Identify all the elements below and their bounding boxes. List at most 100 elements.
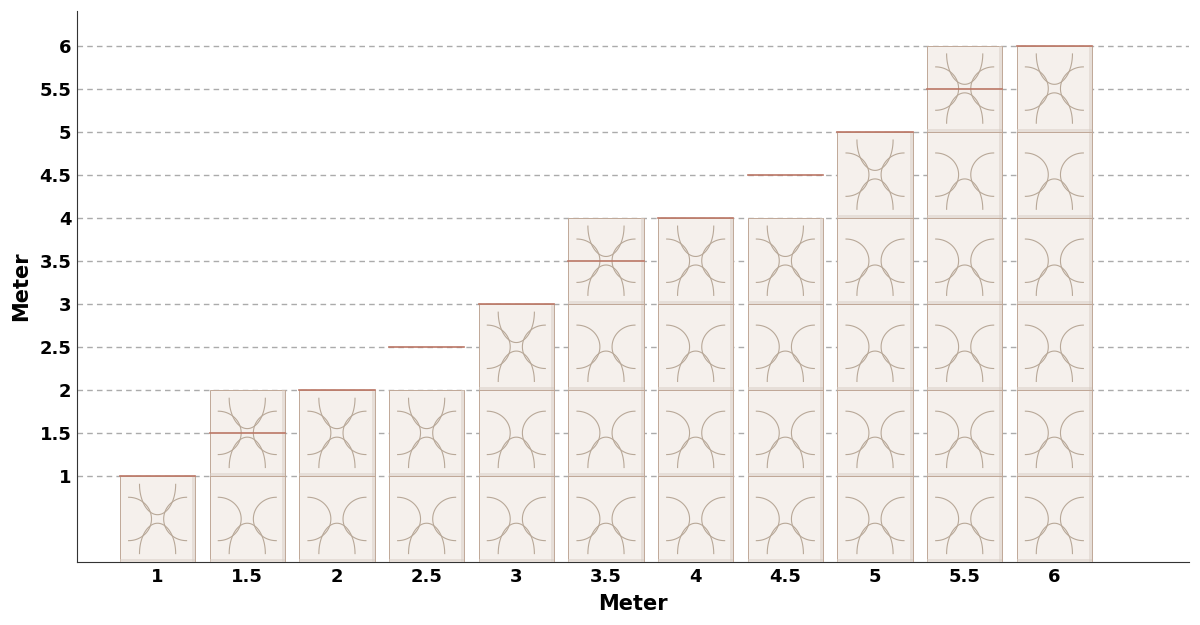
Bar: [299, 559, 374, 562]
FancyBboxPatch shape: [838, 390, 913, 476]
Bar: [1090, 132, 1092, 218]
Bar: [1016, 559, 1092, 562]
Bar: [748, 301, 823, 304]
FancyBboxPatch shape: [1016, 46, 1092, 132]
FancyBboxPatch shape: [748, 304, 823, 390]
Bar: [820, 390, 823, 476]
FancyBboxPatch shape: [838, 132, 913, 218]
Bar: [479, 388, 554, 390]
FancyBboxPatch shape: [479, 390, 554, 476]
Bar: [820, 217, 823, 304]
FancyBboxPatch shape: [928, 132, 1002, 218]
Bar: [928, 473, 1002, 476]
Bar: [1016, 473, 1092, 476]
FancyBboxPatch shape: [838, 476, 913, 562]
FancyBboxPatch shape: [928, 304, 1002, 390]
FancyBboxPatch shape: [299, 390, 374, 476]
Bar: [1016, 215, 1092, 217]
FancyBboxPatch shape: [569, 390, 643, 476]
Bar: [838, 473, 913, 476]
FancyBboxPatch shape: [210, 476, 284, 562]
Bar: [910, 390, 913, 476]
Bar: [658, 388, 733, 390]
FancyBboxPatch shape: [748, 476, 823, 562]
Bar: [1090, 304, 1092, 390]
FancyBboxPatch shape: [658, 304, 733, 390]
Bar: [748, 559, 823, 562]
Bar: [569, 388, 643, 390]
FancyBboxPatch shape: [748, 217, 823, 304]
Bar: [1000, 476, 1002, 562]
FancyBboxPatch shape: [389, 476, 464, 562]
Bar: [210, 559, 284, 562]
FancyBboxPatch shape: [569, 476, 643, 562]
FancyBboxPatch shape: [658, 476, 733, 562]
FancyBboxPatch shape: [658, 390, 733, 476]
Bar: [372, 476, 374, 562]
Bar: [1090, 46, 1092, 132]
Bar: [1000, 132, 1002, 218]
Bar: [479, 473, 554, 476]
Bar: [192, 476, 196, 562]
Bar: [389, 559, 464, 562]
Bar: [658, 559, 733, 562]
Bar: [1016, 301, 1092, 304]
Bar: [731, 390, 733, 476]
Bar: [731, 476, 733, 562]
Bar: [299, 473, 374, 476]
Bar: [372, 390, 374, 476]
Bar: [928, 559, 1002, 562]
FancyBboxPatch shape: [210, 390, 284, 476]
Bar: [641, 304, 643, 390]
Bar: [641, 390, 643, 476]
FancyBboxPatch shape: [928, 46, 1002, 132]
Bar: [1000, 390, 1002, 476]
Bar: [928, 388, 1002, 390]
FancyBboxPatch shape: [299, 476, 374, 562]
Bar: [569, 301, 643, 304]
Bar: [910, 304, 913, 390]
FancyBboxPatch shape: [1016, 390, 1092, 476]
Bar: [820, 476, 823, 562]
Bar: [389, 473, 464, 476]
Bar: [569, 473, 643, 476]
FancyBboxPatch shape: [658, 217, 733, 304]
FancyBboxPatch shape: [928, 217, 1002, 304]
Bar: [838, 559, 913, 562]
FancyBboxPatch shape: [569, 304, 643, 390]
Bar: [658, 301, 733, 304]
Bar: [641, 217, 643, 304]
Bar: [731, 304, 733, 390]
Bar: [1090, 217, 1092, 304]
Bar: [1000, 304, 1002, 390]
Bar: [658, 473, 733, 476]
Bar: [1090, 390, 1092, 476]
FancyBboxPatch shape: [120, 476, 196, 562]
Bar: [748, 473, 823, 476]
Bar: [748, 388, 823, 390]
FancyBboxPatch shape: [838, 217, 913, 304]
Bar: [838, 388, 913, 390]
FancyBboxPatch shape: [928, 476, 1002, 562]
FancyBboxPatch shape: [928, 390, 1002, 476]
Bar: [120, 559, 196, 562]
Bar: [1000, 217, 1002, 304]
Bar: [820, 304, 823, 390]
Bar: [1016, 388, 1092, 390]
FancyBboxPatch shape: [1016, 476, 1092, 562]
Bar: [569, 559, 643, 562]
Bar: [282, 390, 284, 476]
Bar: [551, 390, 554, 476]
Bar: [910, 217, 913, 304]
FancyBboxPatch shape: [389, 390, 464, 476]
FancyBboxPatch shape: [838, 304, 913, 390]
Bar: [1000, 46, 1002, 132]
FancyBboxPatch shape: [748, 390, 823, 476]
Bar: [928, 215, 1002, 217]
Bar: [910, 476, 913, 562]
Y-axis label: Meter: Meter: [11, 252, 31, 321]
X-axis label: Meter: Meter: [598, 594, 667, 614]
FancyBboxPatch shape: [479, 304, 554, 390]
FancyBboxPatch shape: [1016, 132, 1092, 218]
Bar: [479, 559, 554, 562]
